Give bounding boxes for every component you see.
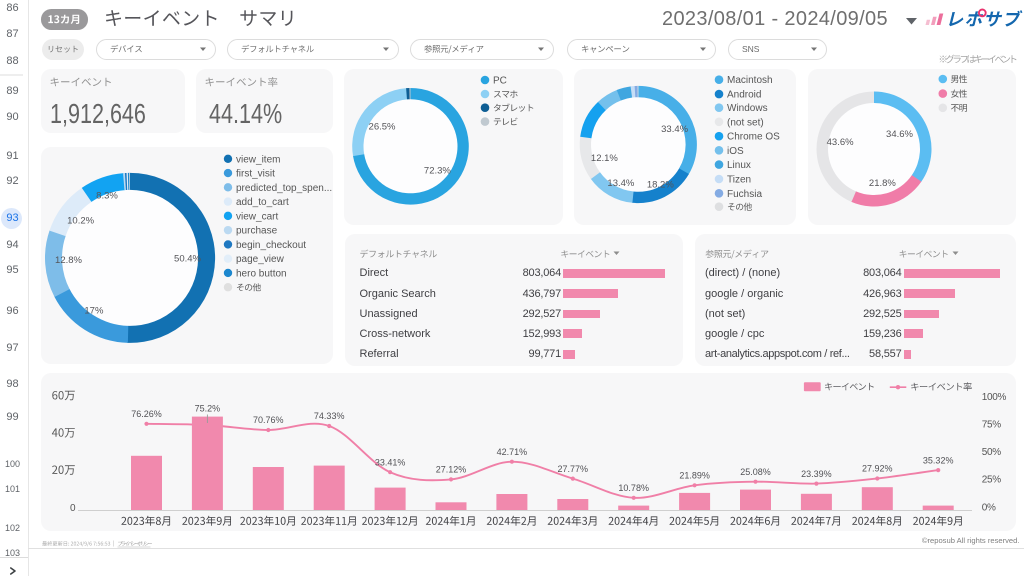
svg-text:27.92%: 27.92% <box>862 464 893 474</box>
svg-text:iOS: iOS <box>727 146 744 157</box>
svg-text:70.76%: 70.76% <box>253 415 284 425</box>
svg-text:0%: 0% <box>982 503 996 514</box>
svg-text:18.2%: 18.2% <box>647 179 674 190</box>
svg-text:(not set): (not set) <box>727 117 764 128</box>
svg-text:add_to_cart: add_to_cart <box>236 197 289 208</box>
svg-text:43.6%: 43.6% <box>827 137 854 148</box>
svg-text:21.89%: 21.89% <box>679 471 710 481</box>
svg-text:23.39%: 23.39% <box>801 469 832 479</box>
svg-text:50%: 50% <box>982 447 1002 458</box>
svg-text:hero button: hero button <box>236 268 287 279</box>
svg-text:27.12%: 27.12% <box>436 465 467 475</box>
svg-text:35.32%: 35.32% <box>923 455 954 465</box>
svg-text:76.26%: 76.26% <box>131 409 162 419</box>
svg-text:72.3%: 72.3% <box>424 166 451 177</box>
svg-text:13.4%: 13.4% <box>607 178 634 189</box>
svg-text:34.6%: 34.6% <box>886 129 913 140</box>
svg-text:Tizen: Tizen <box>727 175 751 186</box>
svg-text:27.77%: 27.77% <box>558 464 589 474</box>
svg-text:42.71%: 42.71% <box>497 447 528 457</box>
svg-text:17%: 17% <box>84 306 104 317</box>
svg-text:75.2%: 75.2% <box>195 404 221 414</box>
svg-text:Fuchsia: Fuchsia <box>727 189 762 200</box>
svg-text:first_visit: first_visit <box>236 169 275 180</box>
svg-text:33.4%: 33.4% <box>661 124 688 135</box>
svg-text:50.4%: 50.4% <box>174 253 201 264</box>
svg-text:21.8%: 21.8% <box>869 178 896 189</box>
svg-text:10.78%: 10.78% <box>618 483 649 493</box>
svg-text:view_cart: view_cart <box>236 211 278 222</box>
svg-text:26.5%: 26.5% <box>369 121 396 132</box>
svg-text:25%: 25% <box>982 475 1002 486</box>
svg-text:8.3%: 8.3% <box>96 190 118 201</box>
svg-text:0: 0 <box>70 503 76 514</box>
svg-text:Macintosh: Macintosh <box>727 75 773 86</box>
svg-text:10.2%: 10.2% <box>67 216 94 227</box>
svg-text:25.08%: 25.08% <box>740 467 771 477</box>
svg-text:purchase: purchase <box>236 226 278 237</box>
svg-text:PC: PC <box>493 76 507 87</box>
svg-text:Linux: Linux <box>727 160 751 171</box>
svg-text:74.33%: 74.33% <box>314 411 345 421</box>
svg-text:page_view: page_view <box>236 254 285 265</box>
svg-text:Android: Android <box>727 90 761 101</box>
svg-text:predicted_top_spen...: predicted_top_spen... <box>236 183 332 194</box>
svg-text:75%: 75% <box>982 420 1002 431</box>
svg-text:12.8%: 12.8% <box>55 255 82 266</box>
svg-text:100%: 100% <box>982 392 1007 403</box>
svg-text:12.1%: 12.1% <box>591 153 618 164</box>
svg-text:33.41%: 33.41% <box>375 457 406 467</box>
svg-text:Windows: Windows <box>727 103 768 114</box>
svg-text:Chrome OS: Chrome OS <box>727 132 780 143</box>
svg-text:begin_checkout: begin_checkout <box>236 240 306 251</box>
svg-text:view_item: view_item <box>236 154 280 165</box>
